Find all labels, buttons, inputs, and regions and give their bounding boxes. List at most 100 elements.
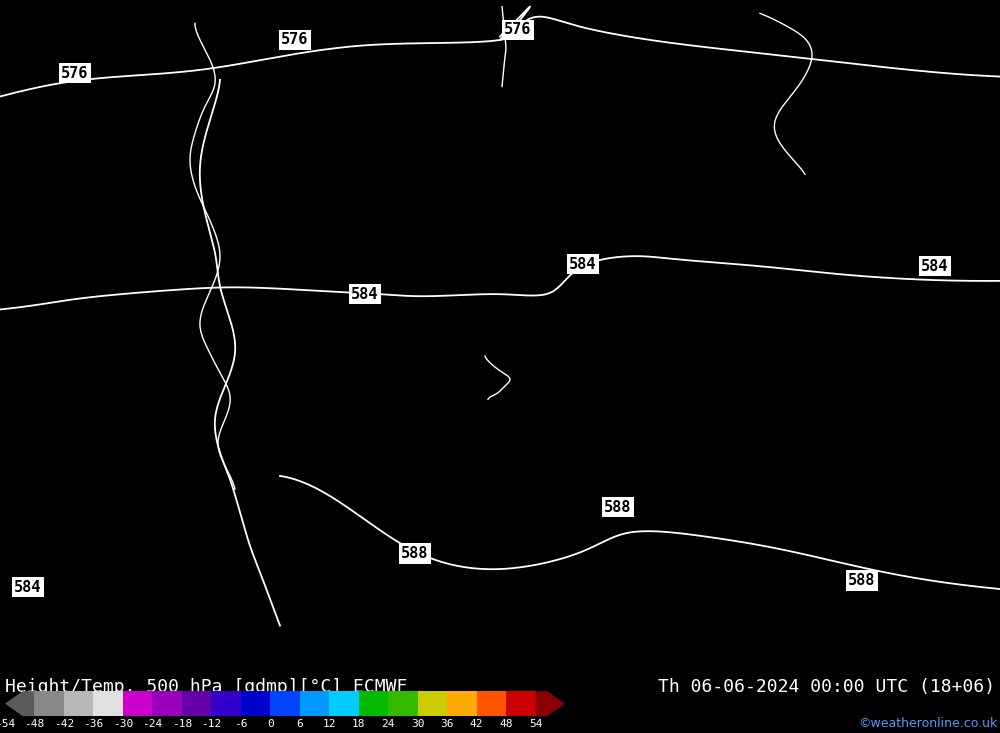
Text: 0: 0: [389, 294, 395, 304]
Text: 9: 9: [135, 347, 141, 358]
Text: 9: 9: [411, 659, 417, 669]
Text: 1: 1: [864, 0, 870, 6]
Text: 0: 0: [941, 400, 947, 410]
Text: 0: 0: [531, 348, 538, 358]
Text: 0: 0: [264, 523, 271, 532]
Text: 1: 1: [578, 116, 584, 126]
Text: 1: 1: [545, 143, 551, 152]
Text: +: +: [344, 60, 350, 70]
Text: 0: 0: [322, 333, 329, 343]
Text: 0: 0: [54, 60, 60, 70]
Text: 9: 9: [635, 593, 641, 603]
Text: +: +: [456, 130, 462, 140]
Text: 0: 0: [42, 658, 48, 668]
Text: 9: 9: [561, 500, 567, 510]
Text: 1: 1: [389, 146, 395, 155]
Text: 9: 9: [71, 373, 77, 383]
Text: 0: 0: [971, 88, 977, 98]
Text: 0: 0: [926, 318, 932, 328]
Text: 0: 0: [784, 445, 791, 454]
Text: 0: 0: [833, 280, 840, 290]
Text: 0: 0: [161, 310, 168, 320]
Text: 0: 0: [815, 143, 821, 153]
Text: 1: 1: [374, 65, 380, 75]
Text: 1: 1: [523, 226, 529, 236]
Text: 0: 0: [28, 0, 34, 2]
Text: 0: 0: [889, 526, 895, 536]
Text: 0: 0: [861, 413, 867, 424]
Text: 1: 1: [894, 0, 900, 6]
Text: 9: 9: [103, 359, 110, 369]
Text: 9: 9: [277, 428, 283, 438]
Text: 1: 1: [522, 350, 528, 361]
Text: 0: 0: [118, 141, 124, 152]
Text: 0: 0: [969, 416, 976, 425]
Text: 1: 1: [174, 170, 180, 180]
Text: 9: 9: [774, 636, 780, 646]
Text: 0: 0: [785, 471, 791, 481]
Text: 0: 0: [23, 48, 29, 58]
Text: 1: 1: [879, 267, 886, 276]
Text: +: +: [1, 553, 7, 563]
Text: 9: 9: [832, 647, 838, 656]
Text: 0: 0: [757, 482, 763, 492]
Text: 0: 0: [530, 377, 537, 386]
Text: 9: 9: [341, 470, 348, 479]
Text: 9: 9: [538, 581, 544, 592]
Text: +: +: [351, 214, 357, 224]
Text: 9: 9: [284, 482, 290, 491]
Text: 0: 0: [997, 359, 1000, 369]
Text: +: +: [172, 196, 178, 207]
Text: 9: 9: [254, 636, 261, 646]
Text: 2: 2: [355, 169, 361, 179]
Text: 9: 9: [68, 266, 74, 276]
Text: 0: 0: [776, 617, 782, 627]
Text: 9: 9: [758, 564, 764, 574]
Text: 0: 0: [207, 237, 213, 248]
Text: 0: 0: [396, 431, 402, 441]
Text: 1: 1: [446, 170, 452, 180]
Text: +: +: [382, 78, 388, 88]
Text: +: +: [777, 23, 783, 33]
Text: 0: 0: [895, 482, 901, 492]
Text: 0: 0: [536, 320, 542, 330]
Text: 0: 0: [985, 454, 992, 465]
Text: 0: 0: [746, 321, 753, 331]
Text: 0: 0: [0, 388, 6, 399]
Text: 9: 9: [195, 500, 201, 510]
Text: 2: 2: [324, 92, 330, 103]
Text: 9: 9: [344, 360, 350, 369]
Text: 0: 0: [177, 242, 183, 252]
Text: 1: 1: [658, 157, 664, 167]
Text: 9: 9: [101, 591, 107, 600]
Text: 9: 9: [291, 349, 298, 359]
Text: 0: 0: [874, 11, 880, 21]
Text: 1: 1: [306, 133, 313, 143]
Text: 0: 0: [792, 391, 798, 402]
Text: 9: 9: [538, 441, 544, 451]
Text: 9: 9: [8, 256, 14, 265]
Text: 1: 1: [190, 6, 196, 16]
Text: 12: 12: [322, 719, 336, 729]
Text: +: +: [0, 527, 5, 537]
Text: 1: 1: [553, 65, 559, 75]
Text: 1: 1: [462, 242, 468, 252]
Text: 9: 9: [560, 509, 566, 519]
Text: 9: 9: [625, 413, 631, 424]
Text: 1: 1: [147, 89, 153, 100]
Text: 1: 1: [441, 226, 447, 237]
Text: 0: 0: [58, 145, 64, 155]
Text: 9: 9: [23, 319, 30, 329]
Text: 9: 9: [681, 644, 687, 655]
Text: +: +: [642, 63, 648, 73]
Text: 0: 0: [785, 622, 791, 631]
Text: +: +: [224, 65, 231, 75]
Text: 9: 9: [105, 350, 111, 361]
Text: 1: 1: [679, 226, 686, 236]
Text: 1: 1: [652, 198, 659, 208]
Text: 0: 0: [0, 212, 2, 222]
Text: 9: 9: [441, 663, 447, 673]
Text: +: +: [426, 295, 432, 305]
Text: 0: 0: [712, 500, 718, 509]
Text: 0: 0: [739, 523, 745, 534]
